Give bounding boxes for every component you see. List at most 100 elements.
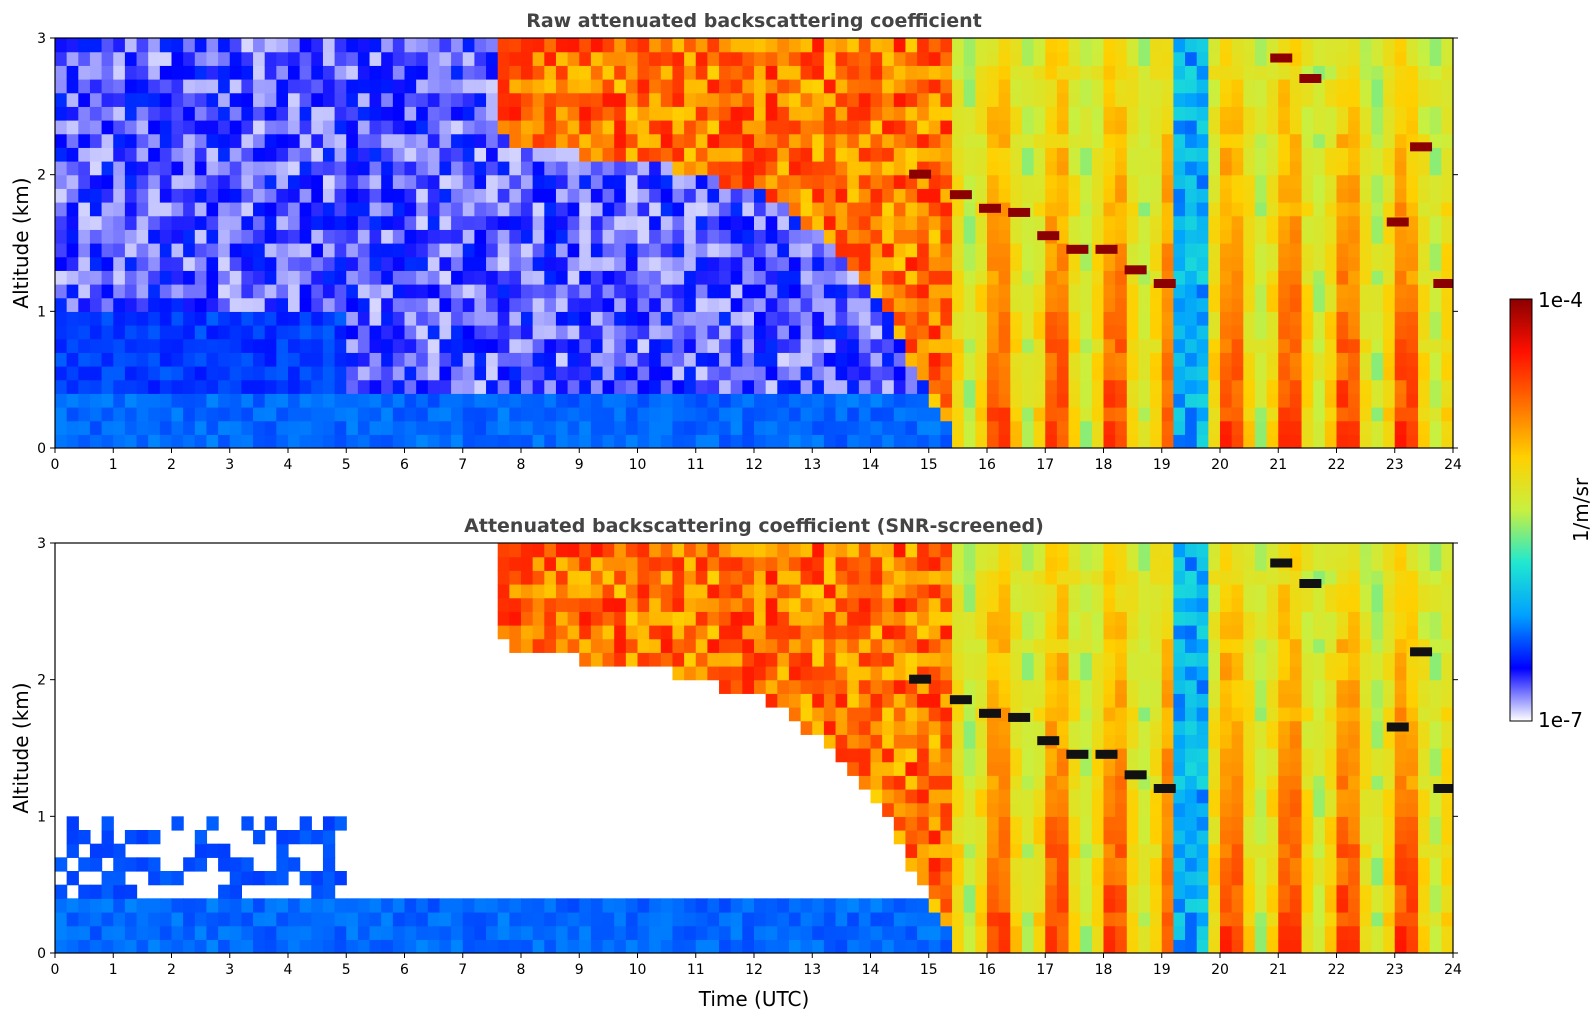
- heatmap-cell: [567, 625, 580, 640]
- heatmap-cell: [1021, 120, 1035, 135]
- heatmap-cell: [1441, 325, 1453, 340]
- heatmap-cell: [1289, 161, 1303, 176]
- heatmap-cell: [963, 284, 976, 299]
- heatmap-cell: [975, 393, 988, 408]
- heatmap-cell: [148, 133, 161, 148]
- heatmap-cell: [264, 188, 277, 203]
- heatmap-cell: [858, 229, 872, 244]
- heatmap-cell: [1045, 802, 1058, 817]
- heatmap-cell: [637, 51, 650, 66]
- heatmap-cell: [742, 584, 755, 599]
- heatmap-cell: [567, 188, 580, 203]
- heatmap-cell: [579, 106, 592, 121]
- heatmap-cell: [1091, 830, 1105, 845]
- heatmap-cell: [1196, 133, 1209, 148]
- heatmap-cell: [567, 912, 580, 927]
- heatmap-cell: [1289, 407, 1303, 422]
- heatmap-cell: [800, 51, 813, 66]
- heatmap-cell: [113, 120, 126, 135]
- heatmap-cell: [159, 188, 173, 203]
- heatmap-cell: [614, 570, 627, 585]
- heatmap-cell: [462, 38, 475, 53]
- heatmap-cell: [788, 229, 802, 244]
- heatmap-cell: [952, 652, 965, 667]
- heatmap-cell: [754, 666, 767, 681]
- heatmap-cell: [893, 761, 907, 776]
- heatmap-cell: [346, 393, 359, 408]
- heatmap-cell: [264, 202, 277, 217]
- heatmap-cell: [975, 215, 988, 230]
- heatmap-cell: [1115, 161, 1128, 176]
- heatmap-cell: [55, 147, 68, 162]
- heatmap-cell: [346, 38, 359, 53]
- heatmap-cell: [427, 366, 441, 381]
- heatmap-cell: [1115, 434, 1128, 448]
- heatmap-cell: [241, 898, 254, 913]
- heatmap-cell: [847, 707, 860, 722]
- heatmap-cell: [404, 120, 417, 135]
- heatmap-cell: [893, 229, 907, 244]
- heatmap-cell: [940, 366, 953, 381]
- heatmap-cell: [905, 707, 918, 722]
- heatmap-cell: [416, 898, 429, 913]
- heatmap-cell: [1080, 597, 1093, 612]
- heatmap-cell: [963, 775, 976, 790]
- heatmap-cell: [416, 379, 429, 394]
- heatmap-cell: [567, 338, 580, 353]
- heatmap-cell: [1068, 79, 1081, 94]
- heatmap-cell: [136, 338, 149, 353]
- heatmap-cell: [882, 229, 895, 244]
- heatmap-cell: [1033, 857, 1046, 872]
- heatmap-cell: [823, 325, 837, 340]
- heatmap-cell: [194, 229, 208, 244]
- heatmap-cell: [590, 352, 604, 367]
- heatmap-cell: [346, 51, 359, 66]
- heatmap-cell: [1429, 256, 1442, 271]
- heatmap-cell: [870, 761, 883, 776]
- heatmap-cell: [1383, 352, 1396, 367]
- x-tick-label: 19: [1153, 457, 1171, 473]
- heatmap-cell: [1348, 120, 1361, 135]
- heatmap-cell: [264, 256, 277, 271]
- heatmap-cell: [1033, 379, 1046, 394]
- heatmap-cell: [765, 925, 778, 940]
- heatmap-cell: [882, 939, 895, 953]
- heatmap-cell: [497, 366, 510, 381]
- heatmap-cell: [800, 215, 813, 230]
- heatmap-cell: [684, 215, 697, 230]
- heatmap-cell: [148, 325, 161, 340]
- heatmap-cell: [1033, 407, 1046, 422]
- strong-echo-mark: [949, 190, 972, 200]
- heatmap-cell: [672, 174, 685, 189]
- heatmap-cell: [1429, 202, 1442, 217]
- heatmap-cell: [1231, 202, 1244, 217]
- heatmap-cell: [1173, 38, 1186, 53]
- heatmap-cell: [555, 215, 569, 230]
- heatmap-cell: [532, 434, 545, 448]
- heatmap-cell: [1301, 352, 1314, 367]
- heatmap-cell: [159, 174, 173, 189]
- heatmap-cell: [917, 652, 930, 667]
- heatmap-cell: [952, 92, 965, 107]
- heatmap-cell: [451, 65, 464, 80]
- heatmap-cell: [311, 884, 324, 899]
- heatmap-cell: [1010, 270, 1023, 285]
- heatmap-cell: [1406, 161, 1419, 176]
- heatmap-cell: [1010, 338, 1023, 353]
- heatmap-cell: [346, 229, 359, 244]
- heatmap-cell: [486, 434, 499, 448]
- heatmap-cell: [602, 338, 615, 353]
- heatmap-cell: [404, 161, 417, 176]
- heatmap-cell: [777, 229, 790, 244]
- heatmap-cell: [614, 939, 627, 953]
- heatmap-cell: [1220, 65, 1233, 80]
- heatmap-cell: [1091, 816, 1105, 831]
- heatmap-cell: [1091, 256, 1105, 271]
- heatmap-cell: [159, 270, 173, 285]
- heatmap-cell: [311, 338, 324, 353]
- heatmap-cell: [1080, 407, 1093, 422]
- heatmap-cell: [754, 584, 767, 599]
- heatmap-cell: [695, 584, 708, 599]
- heatmap-cell: [893, 393, 907, 408]
- heatmap-cell: [1220, 38, 1233, 53]
